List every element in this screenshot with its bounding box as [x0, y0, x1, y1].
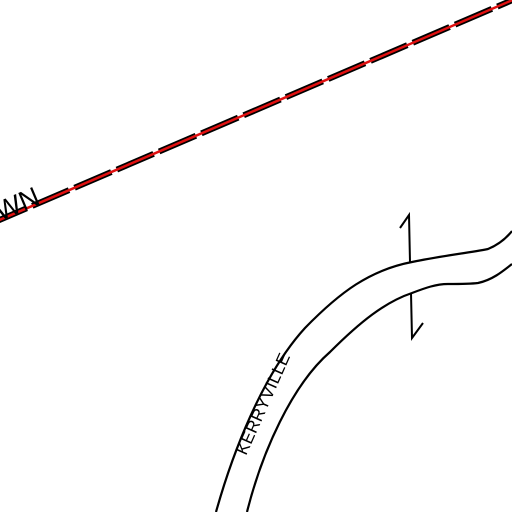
culvert-mark-south	[410, 292, 424, 341]
boundary-label: WN	[0, 181, 44, 226]
road-kerryville	[214, 230, 512, 512]
road-edge-south	[245, 263, 512, 512]
road-edge-north	[214, 230, 512, 512]
culvert-symbol	[399, 211, 424, 341]
culvert-mark-north	[399, 211, 411, 263]
road-label: KERRYVILLE	[232, 350, 294, 458]
boundary-line	[0, 0, 512, 223]
boundary-line-core	[0, 0, 512, 222]
